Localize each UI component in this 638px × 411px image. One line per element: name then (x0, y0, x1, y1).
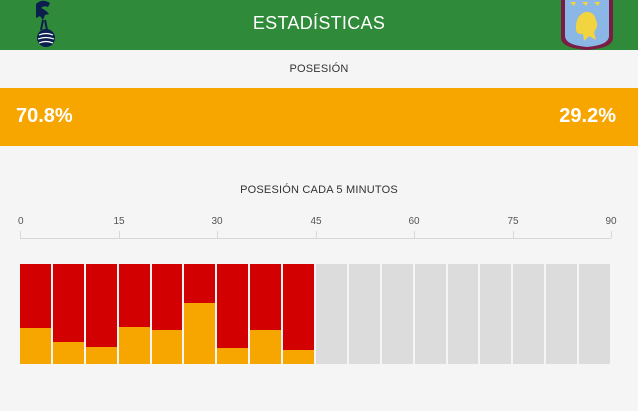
empty-interval-bar (448, 264, 479, 364)
possession-bar: 70.8% 29.2% (0, 88, 638, 146)
home-possession-segment (217, 348, 248, 364)
empty-segment (579, 264, 610, 364)
possession-interval-bar (53, 264, 84, 364)
possession-interval-bar (86, 264, 117, 364)
axis-tick-label: 45 (301, 216, 331, 227)
header-title: ESTADÍSTICAS (0, 13, 638, 34)
empty-interval-bar (316, 264, 347, 364)
home-possession-value: 70.8% (16, 105, 73, 128)
away-possession-segment (283, 264, 314, 350)
axis-tick-label: 15 (104, 216, 134, 227)
axis-tick-label: 90 (596, 216, 626, 227)
empty-segment (513, 264, 544, 364)
empty-segment (546, 264, 577, 364)
away-possession-segment (20, 264, 51, 328)
home-possession-segment (20, 328, 51, 364)
empty-interval-bar (415, 264, 446, 364)
empty-interval-bar (513, 264, 544, 364)
axis-tick-label: 30 (202, 216, 232, 227)
empty-segment (448, 264, 479, 364)
away-possession-value: 29.2% (559, 105, 616, 128)
away-possession-segment (217, 264, 248, 348)
axis-tick-label: 60 (399, 216, 429, 227)
stats-header: ESTADÍSTICAS (0, 0, 638, 50)
home-possession-segment (152, 330, 183, 364)
away-possession-segment (86, 264, 117, 347)
axis-tick (513, 231, 514, 238)
empty-segment (415, 264, 446, 364)
away-possession-segment (53, 264, 84, 342)
axis-tick-label: 75 (498, 216, 528, 227)
empty-interval-bar (546, 264, 577, 364)
empty-segment (480, 264, 511, 364)
aston-villa-crest-icon (558, 0, 616, 50)
axis-tick (217, 231, 218, 238)
away-possession-segment (250, 264, 281, 330)
timeline-title: POSESIÓN CADA 5 MINUTOS (0, 184, 638, 196)
possession-title: POSESIÓN (0, 63, 638, 75)
empty-interval-bar (579, 264, 610, 364)
home-possession-segment (86, 347, 117, 364)
home-possession-segment (119, 327, 150, 364)
possession-interval-bar (119, 264, 150, 364)
away-possession-segment (119, 264, 150, 327)
empty-interval-bar (382, 264, 413, 364)
home-possession-segment (283, 350, 314, 364)
possession-interval-bar (184, 264, 215, 364)
possession-interval-bar (152, 264, 183, 364)
axis-tick (316, 231, 317, 238)
axis-tick (611, 231, 612, 238)
possession-interval-bar (20, 264, 51, 364)
axis-line (20, 238, 611, 239)
possession-interval-bar (250, 264, 281, 364)
possession-interval-bar (283, 264, 314, 364)
axis-tick (20, 231, 21, 238)
home-possession-segment (184, 303, 215, 364)
axis-tick (414, 231, 415, 238)
home-possession-segment (53, 342, 84, 364)
axis-tick-label: 0 (18, 216, 48, 227)
possession-interval-bar (217, 264, 248, 364)
empty-interval-bar (480, 264, 511, 364)
empty-segment (349, 264, 380, 364)
possession-timeline-chart (20, 264, 612, 364)
empty-segment (382, 264, 413, 364)
away-possession-segment (184, 264, 215, 303)
axis-tick (119, 231, 120, 238)
empty-segment (316, 264, 347, 364)
empty-interval-bar (349, 264, 380, 364)
home-possession-segment (250, 330, 281, 364)
away-possession-segment (152, 264, 183, 330)
